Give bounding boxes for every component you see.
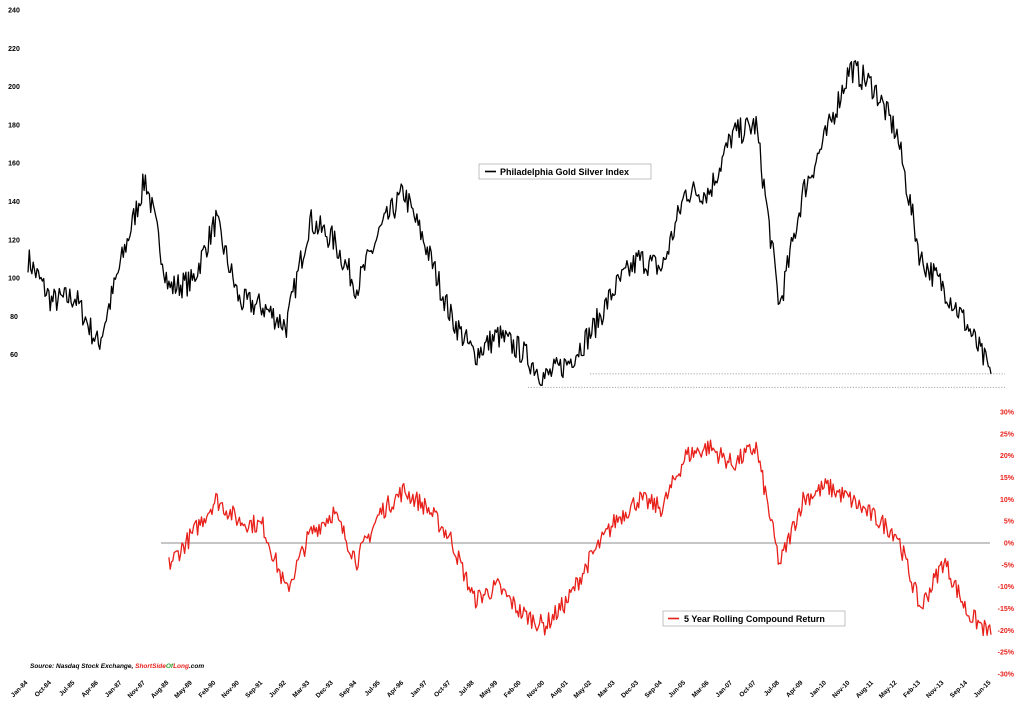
xtick-label: Jan-84: [10, 679, 30, 699]
source-prefix: Source: Nasdaq Stock Exchange,: [30, 663, 135, 670]
top-ytick-label: 120: [8, 237, 20, 244]
source-brand-4: Long: [173, 663, 189, 670]
xtick-label: Feb-00: [503, 679, 523, 699]
xtick-label: Apr-96: [386, 679, 406, 699]
xtick-label: Jun-15: [973, 679, 993, 699]
source-note: Source: Nasdaq Stock Exchange, ShortSide…: [30, 663, 204, 670]
top-ytick-label: 100: [8, 276, 20, 283]
xtick-label: Jul-95: [363, 679, 382, 698]
bottom-ytick-label: 5%: [1004, 519, 1015, 526]
xtick-label: Jan-87: [104, 679, 124, 699]
bottom-ytick-label: 25%: [1000, 431, 1015, 438]
xtick-label: Jan-07: [715, 679, 735, 699]
xtick-label: Apr-09: [785, 679, 805, 699]
xtick-label: Jul-85: [58, 679, 77, 698]
xtick-label: Jun-92: [268, 679, 288, 699]
xtick-label: May-12: [878, 679, 899, 700]
xtick-label: Sep-14: [949, 679, 969, 699]
legend-top-label: Philadelphia Gold Silver Index: [500, 167, 629, 177]
xtick-label: Oct-84: [34, 679, 54, 699]
xtick-label: Mar-03: [597, 679, 617, 699]
xtick-label: Jan-97: [409, 679, 429, 699]
top-ytick-label: 60: [10, 352, 18, 359]
xtick-label: May-99: [479, 679, 500, 700]
xtick-label: May-02: [573, 679, 594, 700]
xtick-label: Jan-10: [808, 679, 828, 699]
bottom-ytick-label: 0%: [1004, 541, 1015, 548]
xtick-label: Oct-07: [738, 679, 758, 699]
source-brand-3: Of: [166, 663, 174, 670]
bottom-ytick-label: -20%: [998, 628, 1015, 635]
xtick-label: Nov-90: [221, 679, 242, 700]
xtick-label: Jul-08: [763, 679, 782, 698]
legend-bottom-box: [662, 610, 846, 627]
legend-top: Philadelphia Gold Silver Index: [478, 163, 652, 180]
xtick-label: Sep-94: [338, 679, 358, 699]
legend-bottom-label: 5 Year Rolling Compound Return: [684, 614, 825, 624]
xtick-label: Mar-93: [291, 679, 311, 699]
bottom-ytick-label: -5%: [1002, 562, 1015, 569]
bottom-ytick-label: 15%: [1000, 475, 1015, 482]
xtick-label: Feb-90: [198, 679, 218, 699]
series-line: [168, 439, 992, 637]
bottom-ytick-label: 10%: [1000, 497, 1015, 504]
xtick-label: Dec-03: [620, 679, 640, 699]
source-brand-2: Side: [152, 663, 166, 670]
source-suffix: .com: [189, 663, 204, 670]
series-rolling-return: [168, 439, 992, 637]
bottom-ytick-label: -30%: [998, 672, 1015, 679]
xtick-label: May-89: [173, 679, 194, 700]
top-ytick-label: 220: [8, 46, 20, 53]
bottom-ytick-label: 20%: [1000, 453, 1015, 460]
top-ytick-label: 180: [8, 122, 20, 129]
bottom-ytick-label: -25%: [998, 650, 1015, 657]
bottom-ytick-label: -15%: [998, 606, 1015, 613]
legend-top-box: [478, 163, 652, 180]
xtick-label: Dec-93: [315, 679, 335, 699]
top-ytick-label: 200: [8, 84, 20, 91]
top-ytick-label: 240: [8, 8, 20, 15]
xtick-label: Apr-86: [80, 679, 100, 699]
top-ytick-label: 160: [8, 161, 20, 168]
xtick-label: Nov-10: [831, 679, 852, 700]
xtick-label: Nov-13: [925, 679, 946, 700]
bottom-ytick-label: 30%: [1000, 410, 1015, 417]
xtick-label: Sep-04: [644, 679, 664, 699]
x-axis: Jan-84 Oct-84 Jul-85 Apr-86 Jan-87 Nov-87 Aug-…: [10, 679, 993, 700]
xtick-label: Jun-05: [667, 679, 687, 699]
xtick-label: Aug-11: [855, 679, 876, 700]
reference-lines: [161, 373, 1005, 544]
source-brand-1: Short: [135, 663, 153, 670]
bottom-ytick-label: -10%: [998, 584, 1015, 591]
xtick-label: Nov-00: [526, 679, 547, 700]
xtick-label: Oct-97: [433, 679, 453, 699]
legend-bottom: 5 Year Rolling Compound Return: [662, 610, 846, 627]
series-gold-silver-index: [27, 60, 992, 386]
xtick-label: Nov-87: [127, 679, 148, 700]
xtick-label: Aug-88: [150, 679, 171, 700]
xtick-label: Mar-06: [691, 679, 711, 699]
xtick-label: Sep-91: [244, 679, 264, 699]
xtick-label: Feb-13: [902, 679, 922, 699]
bottom-y-axis: -30% -25% -20% -15% -10% -5% 0% 5% 10% 15% 20% 25% 3…: [998, 410, 1015, 679]
top-ytick-label: 140: [8, 199, 20, 206]
xtick-label: Jul-98: [457, 679, 476, 698]
top-y-axis: 60 80 100 120 140 160 180 200 220 240: [8, 8, 20, 360]
series-line: [27, 60, 992, 386]
xtick-label: Aug-01: [549, 679, 570, 700]
top-ytick-label: 80: [10, 314, 18, 321]
